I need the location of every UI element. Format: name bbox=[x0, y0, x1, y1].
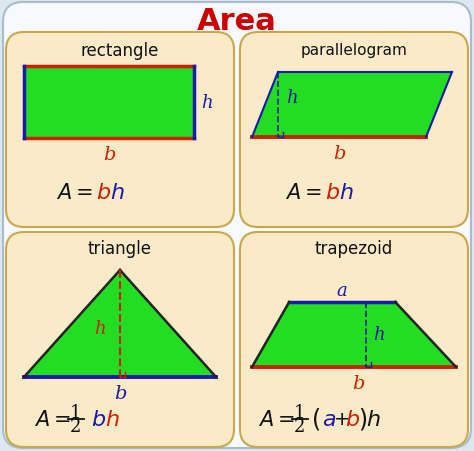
Text: rectangle: rectangle bbox=[81, 42, 159, 60]
FancyBboxPatch shape bbox=[6, 232, 234, 447]
Text: (: ( bbox=[312, 407, 321, 431]
Polygon shape bbox=[252, 73, 452, 138]
Text: 2: 2 bbox=[294, 417, 306, 435]
Text: $A=$: $A=$ bbox=[34, 409, 71, 429]
Text: $b$: $b$ bbox=[91, 408, 106, 430]
FancyBboxPatch shape bbox=[240, 33, 468, 227]
Text: h: h bbox=[201, 94, 213, 112]
Text: $b$: $b$ bbox=[345, 408, 360, 430]
Text: a: a bbox=[337, 281, 347, 299]
FancyBboxPatch shape bbox=[6, 33, 234, 227]
Text: $a$: $a$ bbox=[322, 408, 336, 430]
Text: h: h bbox=[374, 326, 385, 344]
Text: b: b bbox=[114, 384, 126, 402]
Text: $A=$: $A=$ bbox=[258, 409, 295, 429]
Text: triangle: triangle bbox=[88, 239, 152, 258]
Text: $h$: $h$ bbox=[339, 182, 354, 203]
FancyBboxPatch shape bbox=[240, 232, 468, 447]
FancyBboxPatch shape bbox=[3, 3, 471, 448]
Text: $h$: $h$ bbox=[366, 408, 381, 430]
Polygon shape bbox=[252, 302, 456, 367]
Text: $b$: $b$ bbox=[325, 182, 340, 203]
Text: parallelogram: parallelogram bbox=[301, 43, 408, 58]
Text: $A=$: $A=$ bbox=[56, 183, 93, 202]
Text: b: b bbox=[333, 145, 345, 163]
Text: trapezoid: trapezoid bbox=[315, 239, 393, 258]
Text: ): ) bbox=[358, 407, 367, 431]
Text: h: h bbox=[94, 320, 106, 338]
Text: 1: 1 bbox=[70, 403, 82, 421]
Text: b: b bbox=[352, 374, 365, 392]
Text: $h$: $h$ bbox=[110, 182, 125, 203]
Polygon shape bbox=[24, 67, 194, 139]
Polygon shape bbox=[24, 271, 216, 377]
Text: h: h bbox=[286, 88, 298, 106]
Text: $b$: $b$ bbox=[96, 182, 111, 203]
Text: $h$: $h$ bbox=[105, 408, 119, 430]
Text: Area: Area bbox=[197, 8, 277, 37]
Text: $A=$: $A=$ bbox=[285, 183, 322, 202]
Text: b: b bbox=[103, 146, 115, 164]
Text: 2: 2 bbox=[70, 417, 82, 435]
Text: +: + bbox=[334, 410, 350, 428]
Text: 1: 1 bbox=[294, 403, 306, 421]
